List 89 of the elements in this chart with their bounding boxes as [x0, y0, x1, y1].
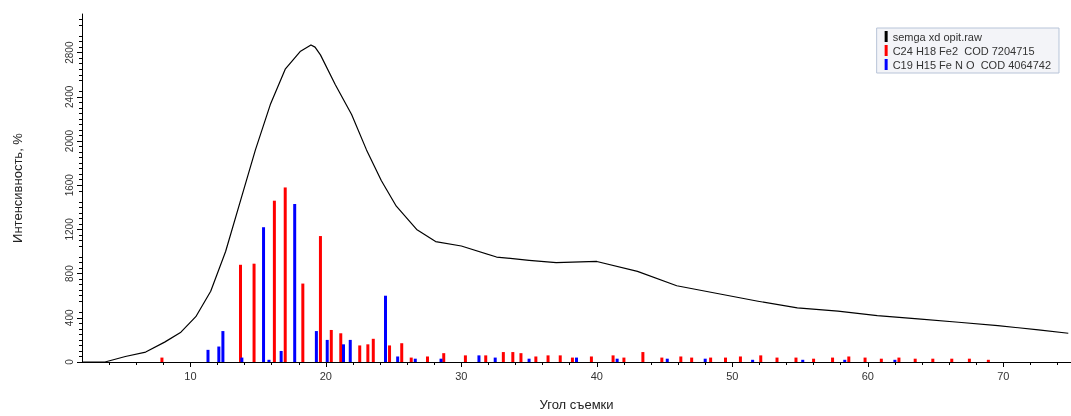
bar	[511, 352, 515, 362]
bar	[913, 358, 917, 362]
bar	[279, 350, 283, 362]
bar	[589, 356, 593, 362]
bar	[775, 357, 779, 362]
bar	[318, 236, 322, 362]
bar	[665, 358, 669, 362]
bar	[358, 345, 362, 362]
bar	[493, 357, 497, 362]
legend-label: semga xd opit.raw	[892, 30, 982, 43]
bar	[329, 329, 333, 362]
bar	[501, 352, 505, 362]
x-tick-label: 60	[861, 369, 874, 382]
bar	[240, 357, 244, 362]
bar	[409, 357, 413, 362]
bar	[463, 355, 467, 362]
x-tick-label: 20	[319, 369, 332, 382]
bar	[252, 263, 256, 362]
bar	[847, 356, 851, 362]
bar	[950, 358, 954, 362]
bar	[759, 355, 763, 362]
bar	[413, 358, 417, 362]
bar	[283, 187, 287, 362]
bar	[396, 356, 400, 362]
bar	[570, 357, 574, 362]
bar	[709, 357, 713, 362]
bar	[831, 357, 835, 362]
bar	[641, 352, 645, 362]
bar	[341, 344, 345, 362]
bar	[371, 338, 375, 362]
bar	[897, 357, 901, 362]
x-tick-label: 10	[184, 369, 197, 382]
bar	[546, 355, 550, 362]
x-tick-label: 40	[590, 369, 603, 382]
bar	[703, 358, 707, 362]
bar	[558, 355, 562, 362]
y-tick-label: 400	[63, 309, 75, 327]
bar	[425, 356, 429, 362]
legend-label: C24 H18 Fe2 COD 7204715	[892, 44, 1035, 57]
bar	[534, 356, 538, 362]
y-tick-label: 1200	[63, 217, 75, 241]
bar	[575, 357, 578, 362]
bar	[690, 357, 694, 362]
y-tick-label: 2800	[63, 41, 75, 64]
bar	[812, 358, 816, 362]
bar	[477, 355, 481, 362]
bar	[863, 357, 867, 362]
bar	[293, 204, 297, 362]
bar	[272, 200, 276, 362]
bar	[301, 283, 305, 362]
y-tick-label: 800	[63, 264, 75, 282]
bar	[622, 357, 626, 362]
x-tick-label: 70	[997, 369, 1010, 382]
bar	[339, 333, 343, 362]
bar	[366, 344, 370, 362]
bar	[519, 353, 523, 362]
bar	[967, 358, 971, 362]
y-tick-label: 0	[63, 358, 75, 365]
x-tick-label: 30	[455, 369, 468, 382]
y-tick-label: 1600	[63, 173, 75, 197]
y-tick-label: 2000	[63, 129, 75, 153]
bar	[400, 343, 404, 362]
bar	[679, 356, 683, 362]
y-axis-title: Интенсивность, %	[10, 132, 25, 243]
bar	[388, 345, 392, 362]
x-tick-label: 50	[726, 369, 739, 382]
bar	[348, 339, 352, 362]
bar	[794, 357, 798, 362]
bar	[221, 331, 225, 362]
bar	[527, 358, 531, 362]
bar	[383, 295, 387, 362]
y-tick-label: 2400	[63, 85, 75, 108]
bar	[206, 349, 210, 362]
bar	[738, 356, 742, 362]
bar	[439, 358, 443, 362]
bar	[160, 357, 164, 362]
bar	[931, 358, 935, 362]
x-axis-title: Угол съемки	[539, 397, 614, 412]
bar	[262, 227, 266, 362]
bar	[879, 358, 883, 362]
bar	[724, 357, 728, 362]
bar	[314, 331, 318, 362]
bar	[615, 358, 619, 362]
bar	[660, 357, 664, 362]
bar	[611, 355, 615, 362]
legend-label: C19 H15 Fe N O COD 4064742	[892, 58, 1051, 71]
bar	[239, 264, 243, 362]
bar	[325, 339, 329, 362]
bar	[484, 355, 488, 362]
